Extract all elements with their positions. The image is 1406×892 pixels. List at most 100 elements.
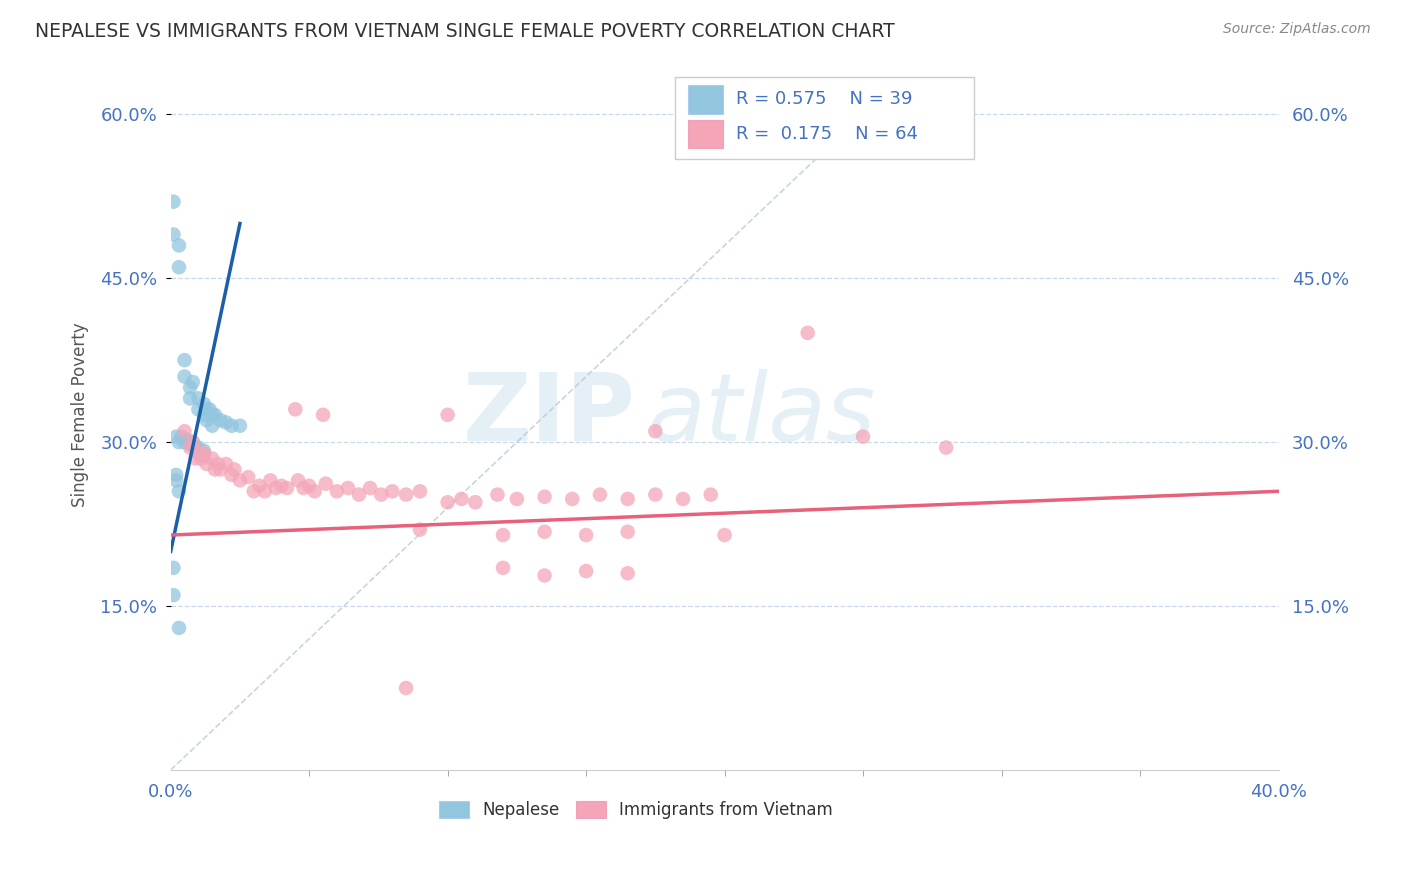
Point — [187, 446, 209, 460]
Point — [184, 441, 207, 455]
Point — [533, 490, 555, 504]
Point — [935, 441, 957, 455]
Point — [195, 457, 218, 471]
Point — [215, 416, 238, 430]
Point — [347, 487, 370, 501]
Point — [167, 238, 190, 252]
Point — [506, 491, 529, 506]
Point — [672, 491, 695, 506]
Text: R = 0.575    N = 39: R = 0.575 N = 39 — [735, 90, 912, 109]
Point — [253, 484, 276, 499]
Point — [292, 481, 315, 495]
Point — [450, 491, 472, 506]
Point — [259, 474, 281, 488]
Point — [207, 457, 229, 471]
Point — [229, 418, 252, 433]
Point — [700, 487, 723, 501]
Y-axis label: Single Female Poverty: Single Female Poverty — [72, 323, 89, 508]
Point — [204, 408, 226, 422]
Point — [298, 479, 321, 493]
Point — [201, 451, 224, 466]
Point — [187, 441, 209, 455]
Point — [165, 430, 187, 444]
Point — [436, 408, 458, 422]
Point — [395, 681, 418, 695]
Point — [221, 467, 243, 482]
Point — [264, 481, 287, 495]
Point — [167, 435, 190, 450]
Bar — [688, 120, 724, 148]
Point — [167, 260, 190, 275]
Point — [215, 457, 238, 471]
Point — [181, 435, 204, 450]
Point — [287, 474, 309, 488]
Point — [204, 462, 226, 476]
Point — [284, 402, 307, 417]
Point — [224, 462, 246, 476]
Point — [173, 353, 195, 368]
Point — [575, 564, 598, 578]
Point — [409, 523, 432, 537]
Point — [796, 326, 818, 340]
Point — [190, 451, 212, 466]
Point — [193, 397, 215, 411]
Point — [436, 495, 458, 509]
Text: Source: ZipAtlas.com: Source: ZipAtlas.com — [1223, 22, 1371, 37]
Point — [170, 430, 193, 444]
Point — [326, 484, 349, 499]
Point — [315, 476, 337, 491]
Point — [229, 474, 252, 488]
Point — [492, 561, 515, 575]
Point — [616, 491, 638, 506]
Legend: Nepalese, Immigrants from Vietnam: Nepalese, Immigrants from Vietnam — [432, 794, 839, 826]
Point — [533, 524, 555, 539]
Point — [201, 408, 224, 422]
Point — [179, 437, 201, 451]
Point — [381, 484, 404, 499]
Point — [173, 435, 195, 450]
Point — [616, 524, 638, 539]
Point — [209, 462, 232, 476]
Point — [179, 392, 201, 406]
Point — [165, 467, 187, 482]
Point — [195, 413, 218, 427]
Point — [195, 402, 218, 417]
Point — [221, 418, 243, 433]
Point — [173, 424, 195, 438]
Point — [176, 433, 198, 447]
Point — [276, 481, 298, 495]
Point — [464, 495, 486, 509]
Point — [395, 487, 418, 501]
Point — [644, 424, 666, 438]
Point — [533, 568, 555, 582]
Bar — [688, 85, 724, 113]
Text: atlas: atlas — [647, 369, 876, 460]
Point — [193, 408, 215, 422]
Point — [173, 369, 195, 384]
Point — [162, 227, 184, 242]
Point — [193, 446, 215, 460]
FancyBboxPatch shape — [675, 78, 974, 159]
Point — [238, 470, 260, 484]
Point — [162, 194, 184, 209]
Point — [270, 479, 292, 493]
Point — [644, 487, 666, 501]
Point — [193, 448, 215, 462]
Point — [336, 481, 359, 495]
Point — [561, 491, 583, 506]
Point — [492, 528, 515, 542]
Point — [167, 484, 190, 499]
Point — [198, 402, 221, 417]
Point — [242, 484, 264, 499]
Text: ZIP: ZIP — [463, 368, 636, 461]
Point — [201, 418, 224, 433]
Point — [713, 528, 735, 542]
Point — [165, 474, 187, 488]
Point — [304, 484, 326, 499]
Point — [167, 621, 190, 635]
Point — [409, 484, 432, 499]
Point — [162, 561, 184, 575]
Point — [247, 479, 270, 493]
Point — [193, 443, 215, 458]
Point — [187, 446, 209, 460]
